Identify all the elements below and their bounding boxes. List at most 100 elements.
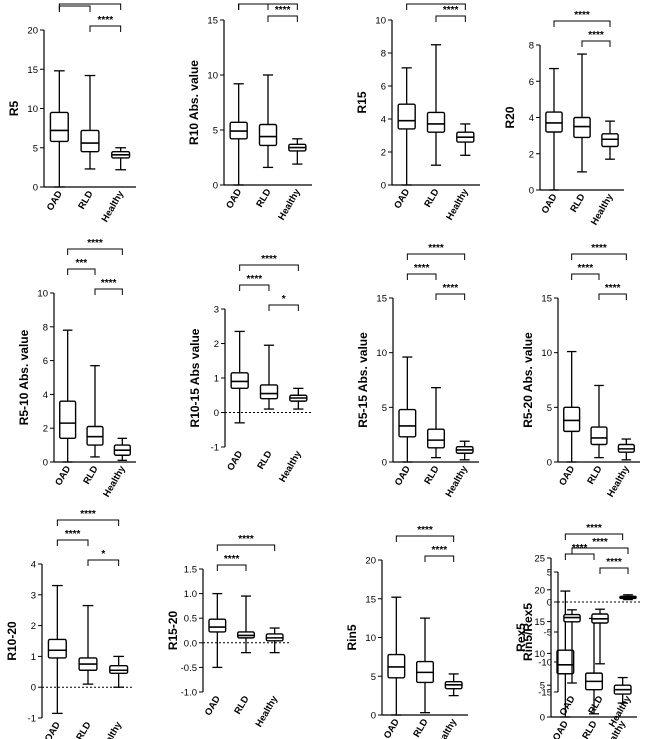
category-label: RLD xyxy=(580,719,599,739)
y-tick: 20 xyxy=(27,26,44,37)
significance-bracket: **** xyxy=(571,263,600,280)
iqr-box xyxy=(258,123,278,147)
significance-bracket: **** xyxy=(424,545,455,562)
y-tick: 10 xyxy=(534,649,551,660)
iqr-box xyxy=(59,400,77,440)
bracket-line xyxy=(216,544,276,551)
y-tick: 0 xyxy=(31,683,42,694)
significance-bracket: **** xyxy=(406,263,437,280)
y-tick: 25 xyxy=(534,554,551,565)
y-tick: 3 xyxy=(31,590,42,601)
box-rld xyxy=(86,365,104,458)
bracket-line xyxy=(406,273,437,280)
y-axis-label: Rin5/Rex5 xyxy=(521,603,535,661)
significance-bracket: * xyxy=(87,549,120,566)
bracket-line xyxy=(56,539,89,546)
y-tick: 15 xyxy=(534,617,551,628)
y-axis-label: R5-10 Abs. value xyxy=(17,329,31,425)
box-rld xyxy=(584,617,604,715)
box-rld xyxy=(259,344,279,410)
significance-label: **** xyxy=(443,5,459,16)
bracket-line xyxy=(406,253,466,260)
y-tick-label: 5 xyxy=(213,126,218,137)
iqr-box xyxy=(230,372,249,390)
y-axis-label: R5-15 Abs. value xyxy=(356,332,370,428)
significance-label: **** xyxy=(443,283,459,294)
y-tick-label: 1 xyxy=(214,374,219,385)
y-tick-label: 0 xyxy=(31,683,36,694)
significance-bracket: **** xyxy=(435,283,466,300)
y-tick: 0 xyxy=(382,458,393,469)
y-tick-label: 10 xyxy=(534,649,545,660)
y-tick-label: 15 xyxy=(365,594,376,605)
significance-bracket: **** xyxy=(571,243,627,260)
bracket-line xyxy=(424,555,455,562)
significance-label: **** xyxy=(432,545,448,556)
y-tick-label: 8 xyxy=(529,41,534,52)
box-rld xyxy=(590,384,608,459)
significance-bracket: **** xyxy=(56,529,89,546)
y-tick: 15 xyxy=(541,294,558,305)
y-tick-label: 0 xyxy=(371,711,376,722)
y-axis-label: R5-20 Abs. value xyxy=(521,332,535,428)
box-oad xyxy=(49,70,69,188)
significance-bracket: **** xyxy=(581,30,611,47)
y-tick: -15 xyxy=(538,688,558,699)
category-label: RLD xyxy=(74,720,93,739)
y-axis-label: R10-20 xyxy=(5,621,19,661)
y-tick: 2 xyxy=(43,424,54,435)
category-label: OAD xyxy=(382,717,402,739)
category-label: Healthy xyxy=(444,463,471,499)
box-healthy xyxy=(113,437,131,461)
y-tick: 0 xyxy=(213,181,224,192)
y-axis-label: R15-20 xyxy=(166,610,180,650)
significance-label: *** xyxy=(75,258,87,269)
bracket-line xyxy=(87,559,120,566)
significance-bracket: *** xyxy=(58,0,91,12)
y-tick: 10 xyxy=(375,16,392,27)
iqr-box xyxy=(47,638,67,659)
box-oad xyxy=(229,83,248,186)
category-label: Healthy xyxy=(277,448,304,484)
box-oad xyxy=(59,329,77,463)
category-label: RLD xyxy=(232,694,251,717)
y-tick-label: 0 xyxy=(540,713,545,724)
y-tick-label: -0.5 xyxy=(181,663,197,674)
y-tick-label: 20 xyxy=(365,556,376,567)
y-tick-label: 2 xyxy=(214,339,219,350)
y-tick-label: 0 xyxy=(214,408,219,419)
y-axis-label: R10-15 Abs value xyxy=(188,328,202,427)
y-tick: -1.0 xyxy=(181,688,203,699)
y-axis-label: Rin5 xyxy=(345,624,359,650)
y-tick-label: 4 xyxy=(31,560,36,571)
y-tick-label: 8 xyxy=(43,322,48,333)
significance-label: **** xyxy=(605,283,621,294)
y-tick: 5 xyxy=(382,403,393,414)
significance-label: **** xyxy=(260,0,276,4)
y-tick: 0 xyxy=(33,183,44,194)
category-label: RLD xyxy=(422,464,441,487)
significance-bracket: **** xyxy=(564,523,624,540)
box-rld xyxy=(236,595,256,654)
y-tick-label: 0 xyxy=(33,183,38,194)
y-tick: 2 xyxy=(529,149,540,160)
significance-bracket: **** xyxy=(239,254,299,271)
significance-label: **** xyxy=(87,238,103,249)
category-label: Healthy xyxy=(433,716,460,739)
y-tick-label: 5 xyxy=(382,403,387,414)
y-tick: 10 xyxy=(376,348,393,359)
y-tick-label: -1.0 xyxy=(181,688,197,699)
box-healthy xyxy=(456,123,475,156)
significance-bracket: * xyxy=(268,294,299,311)
category-label: Healthy xyxy=(100,188,127,224)
y-tick: 0 xyxy=(547,458,558,469)
y-tick-label: 15 xyxy=(376,294,387,305)
y-tick-label: 1.0 xyxy=(184,589,197,600)
category-label: OAD xyxy=(43,720,63,739)
significance-label: **** xyxy=(592,537,608,548)
bracket-line xyxy=(58,5,91,12)
y-tick: 0 xyxy=(529,186,540,197)
